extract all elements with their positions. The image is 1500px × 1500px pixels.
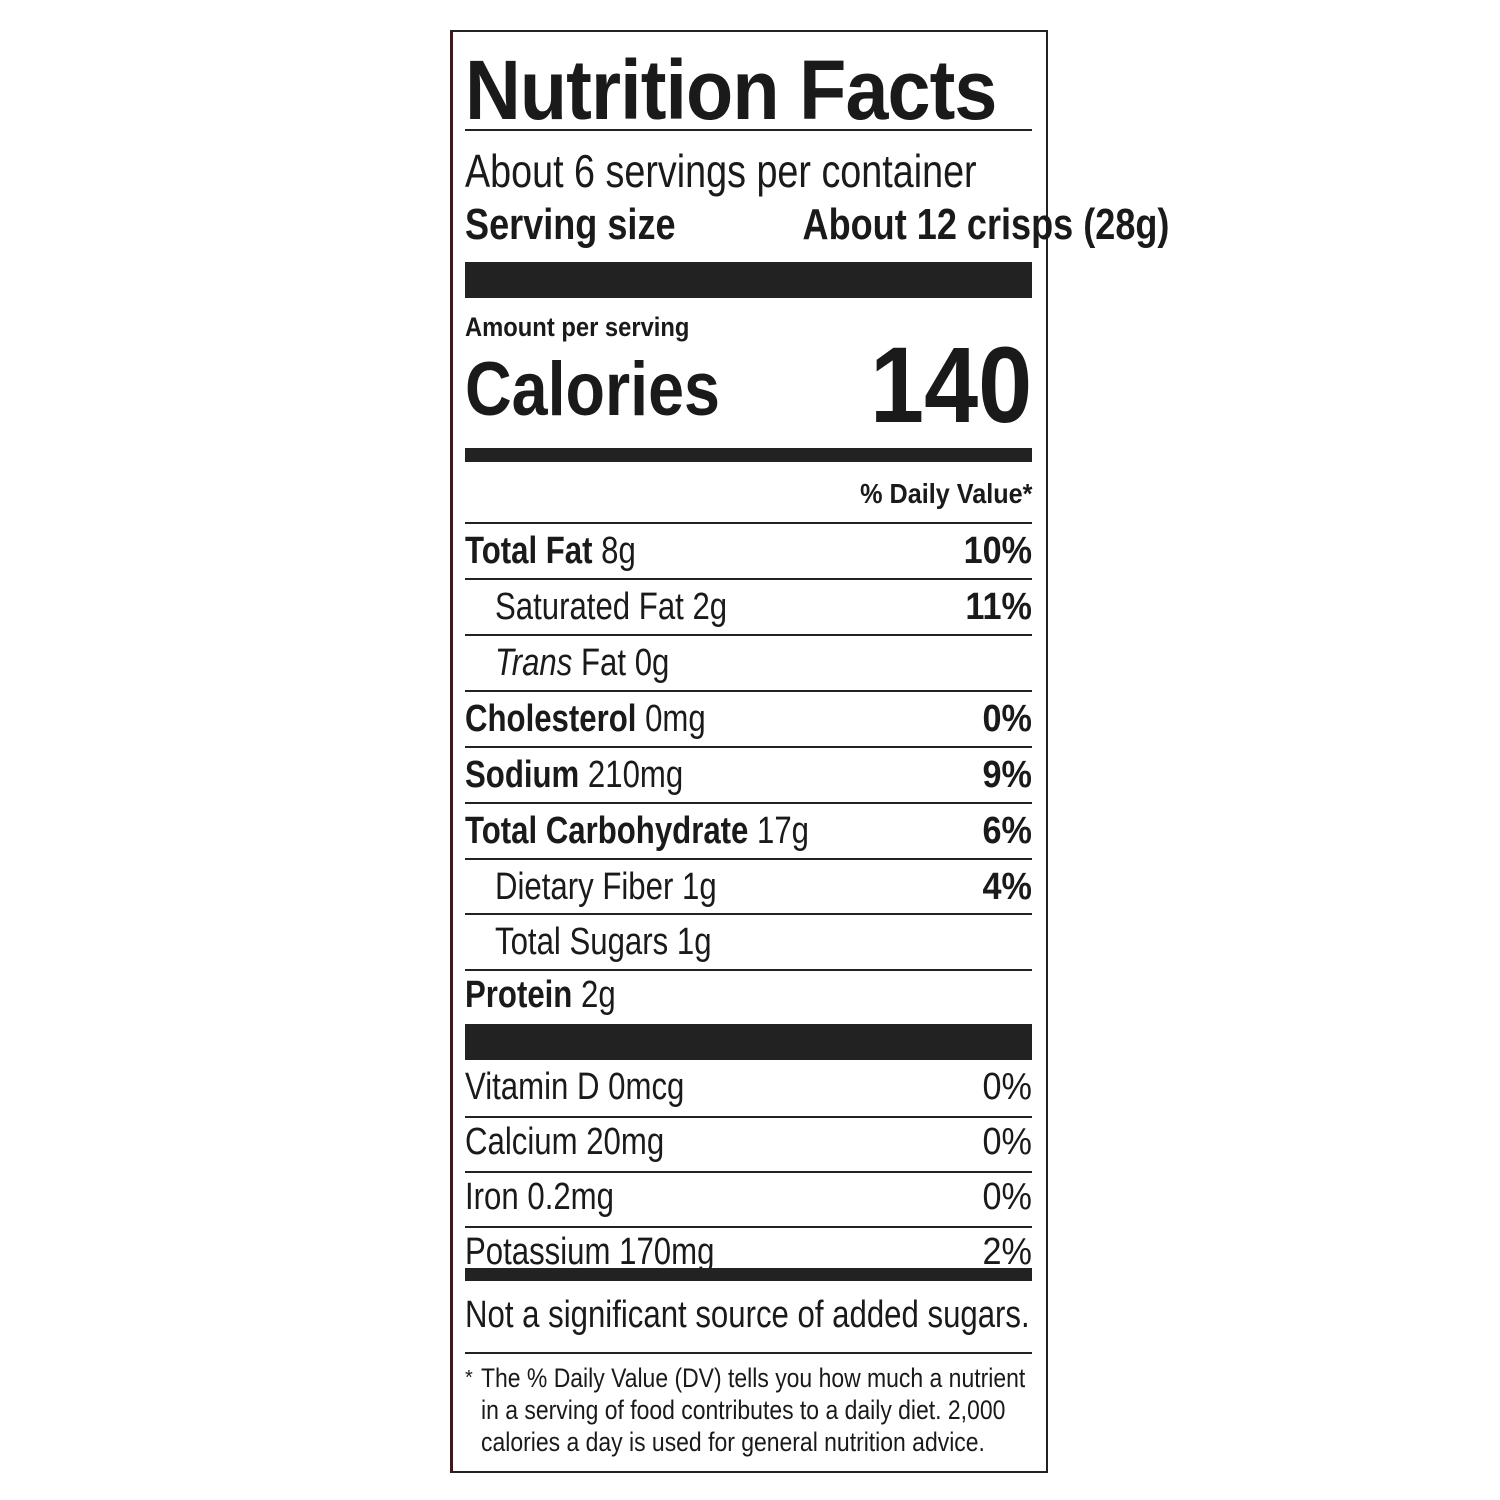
- nutrient-name-rest: Fat: [581, 641, 627, 684]
- nutrient-name: Cholesterol: [465, 697, 637, 740]
- nutrient-name: Saturated Fat: [495, 585, 684, 628]
- nutrient-dv: 10%: [963, 529, 1032, 572]
- vitamin-name: Calcium: [465, 1120, 578, 1163]
- divider: [465, 129, 1032, 131]
- nutrient-amount: 17g: [757, 809, 810, 852]
- nutrient-amount: 210mg: [587, 753, 684, 796]
- nutrient-row-total-sugars: Total Sugars 1g: [465, 915, 1032, 969]
- serving-size-value: About 12 crisps (28g): [802, 200, 1170, 249]
- vitamin-row-calcium: Calcium 20mg 0%: [465, 1115, 1032, 1169]
- divider: [465, 913, 1032, 915]
- divider: [465, 522, 1032, 524]
- nutrient-row-total-carbohydrate: Total Carbohydrate 17g 6%: [465, 804, 1032, 858]
- vitamin-dv: 2%: [982, 1230, 1032, 1273]
- vitamin-dv: 0%: [982, 1065, 1032, 1108]
- servings-per-container: About 6 servings per container: [465, 145, 977, 197]
- nutrient-name: Trans: [495, 641, 573, 684]
- nutrient-name: Total Fat: [465, 529, 593, 572]
- nutrient-dv: 6%: [982, 809, 1032, 852]
- divider: [465, 802, 1032, 804]
- vitamin-dv: 0%: [982, 1175, 1032, 1218]
- divider: [465, 1226, 1032, 1228]
- daily-value-header: % Daily Value*: [465, 478, 1032, 510]
- serving-size-row: Serving size About 12 crisps (28g): [465, 200, 1169, 250]
- nutrient-amount: 2g: [581, 973, 616, 1016]
- vitamin-amount: 20mg: [586, 1120, 665, 1163]
- vitamin-row-iron: Iron 0.2mg 0%: [465, 1170, 1032, 1224]
- added-sugars-note: Not a significant source of added sugars…: [465, 1294, 1030, 1336]
- medium-divider: [465, 1268, 1032, 1281]
- divider: [465, 1116, 1032, 1118]
- nutrient-amount: 1g: [676, 920, 712, 963]
- nutrition-facts-label: Nutrition Facts About 6 servings per con…: [450, 30, 1169, 1473]
- serving-size-label: Serving size: [465, 200, 676, 249]
- thick-divider: [465, 262, 1032, 298]
- divider: [465, 690, 1032, 692]
- nutrient-name: Total Carbohydrate: [465, 809, 749, 852]
- nutrient-amount: 2g: [692, 585, 728, 628]
- divider: [465, 969, 1032, 971]
- nutrient-row-trans-fat: Trans Fat 0g: [465, 636, 1032, 690]
- divider: [465, 578, 1032, 580]
- nutrient-dv: 0%: [982, 697, 1032, 740]
- label-title: Nutrition Facts: [465, 43, 997, 137]
- vitamin-amount: 0mcg: [608, 1065, 685, 1108]
- footnote: * The % Daily Value (DV) tells you how m…: [465, 1362, 1032, 1458]
- nutrient-row-saturated-fat: Saturated Fat 2g 11%: [465, 580, 1032, 634]
- daily-value-header-text: % Daily Value*: [859, 478, 1032, 509]
- nutrient-row-sodium: Sodium 210mg 9%: [465, 748, 1032, 802]
- amount-per-serving: Amount per serving: [465, 312, 690, 342]
- nutrient-name: Total Sugars: [495, 920, 669, 963]
- footnote-line: calories a day is used for general nutri…: [481, 1427, 985, 1457]
- thick-divider: [465, 1024, 1032, 1060]
- divider: [465, 1171, 1032, 1173]
- vitamin-amount: 0.2mg: [527, 1175, 614, 1218]
- calories-row: Calories 140: [465, 324, 1032, 445]
- nutrient-amount: 0g: [634, 641, 670, 684]
- vitamin-name: Iron: [465, 1175, 519, 1218]
- nutrient-name: Sodium: [465, 753, 580, 796]
- medium-divider: [465, 448, 1032, 462]
- nutrient-row-cholesterol: Cholesterol 0mg 0%: [465, 692, 1032, 746]
- vitamin-amount: 170mg: [619, 1230, 715, 1273]
- calories-label: Calories: [465, 347, 720, 432]
- nutrient-row-protein: Protein 2g: [465, 968, 1032, 1022]
- divider: [465, 858, 1032, 860]
- vitamin-row-potassium: Potassium 170mg 2%: [465, 1225, 1032, 1279]
- nutrient-amount: 1g: [682, 865, 717, 908]
- nutrient-dv: 11%: [965, 585, 1032, 628]
- footnote-asterisk: *: [465, 1367, 473, 1389]
- nutrient-row-total-fat: Total Fat 8g 10%: [465, 524, 1032, 578]
- nutrient-name: Dietary Fiber: [495, 865, 674, 908]
- calories-value: 140: [869, 324, 1032, 445]
- footnote-line: The % Daily Value (DV) tells you how muc…: [481, 1363, 1026, 1393]
- nutrient-name: Protein: [465, 973, 573, 1016]
- nutrient-amount: 0mg: [645, 697, 706, 740]
- footnote-line: in a serving of food contributes to a da…: [481, 1395, 1006, 1425]
- nutrient-amount: 8g: [601, 529, 636, 572]
- divider: [465, 746, 1032, 748]
- nutrient-dv: 4%: [982, 865, 1032, 908]
- vitamin-name: Vitamin D: [465, 1065, 600, 1108]
- divider: [465, 634, 1032, 636]
- divider: [465, 1352, 1032, 1354]
- nutrient-row-dietary-fiber: Dietary Fiber 1g 4%: [465, 860, 1032, 914]
- nutrient-dv: 9%: [982, 753, 1032, 796]
- vitamin-name: Potassium: [465, 1230, 611, 1273]
- vitamin-row-vitamin-d: Vitamin D 0mcg 0%: [465, 1060, 1032, 1114]
- vitamin-dv: 0%: [982, 1120, 1032, 1163]
